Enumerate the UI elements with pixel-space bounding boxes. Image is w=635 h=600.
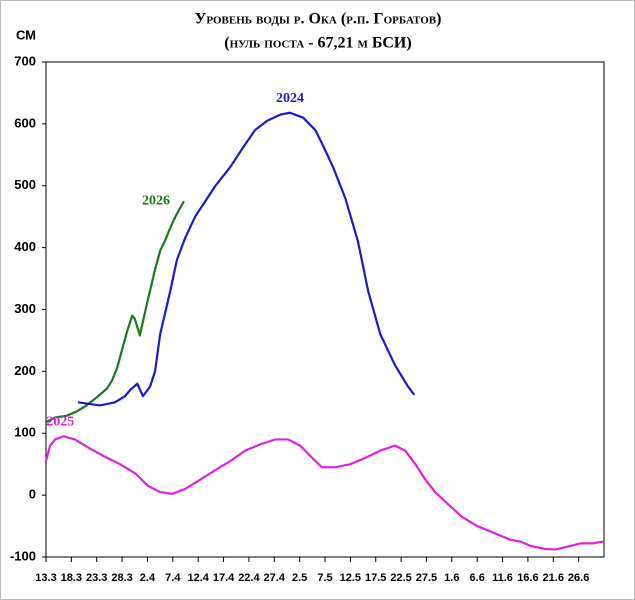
x-tick-label: 21.6 [543,572,564,584]
y-tick-label: -100 [10,548,36,563]
x-tick-label: 2.4 [140,572,156,584]
x-tick-label: 17.5 [365,572,386,584]
x-tick-label: 22.5 [390,572,411,584]
x-tick-label: 6.6 [470,572,485,584]
y-tick-label: 300 [14,301,36,316]
x-tick-label: 7.5 [317,572,332,584]
x-tick-label: 12.5 [340,572,361,584]
chart-subtitle: (нуль поста - 67,21 м БСИ) [224,35,411,52]
x-tick-label: 16.6 [517,572,538,584]
y-tick-label: 600 [14,115,36,130]
y-tick-label: 700 [14,53,36,68]
y-tick-label: 100 [14,425,36,440]
x-tick-label: 11.6 [492,572,513,584]
x-tick-label: 18.3 [61,572,82,584]
x-tick-label: 1.6 [444,572,459,584]
x-tick-label: 27.5 [416,572,437,584]
x-tick-label: 7.4 [165,572,181,584]
series-label: 2026 [142,193,170,208]
x-tick-label: 12.4 [187,572,209,584]
x-tick-label: 13.3 [35,572,56,584]
chart-title: Уровень воды р. Ока (р.п. Горбатов) [195,11,442,28]
series-label: 2025 [46,415,74,430]
series-line [44,435,605,551]
x-tick-label: 2.5 [292,572,307,584]
x-tick-label: 26.6 [568,572,589,584]
series-label: 2024 [276,91,304,106]
x-tick-label: 28.3 [111,572,132,584]
y-tick-label: 0 [29,487,36,502]
y-tick-label: 500 [14,177,36,192]
series-line [45,200,185,424]
series-line [77,111,416,407]
x-tick-label: 27.4 [264,572,286,584]
x-tick-label: 22.4 [238,572,260,584]
y-axis-label: СМ [16,27,36,42]
y-tick-label: 400 [14,239,36,254]
x-tick-label: 23.3 [86,572,107,584]
x-tick-label: 17.4 [213,572,235,584]
y-tick-label: 200 [14,363,36,378]
